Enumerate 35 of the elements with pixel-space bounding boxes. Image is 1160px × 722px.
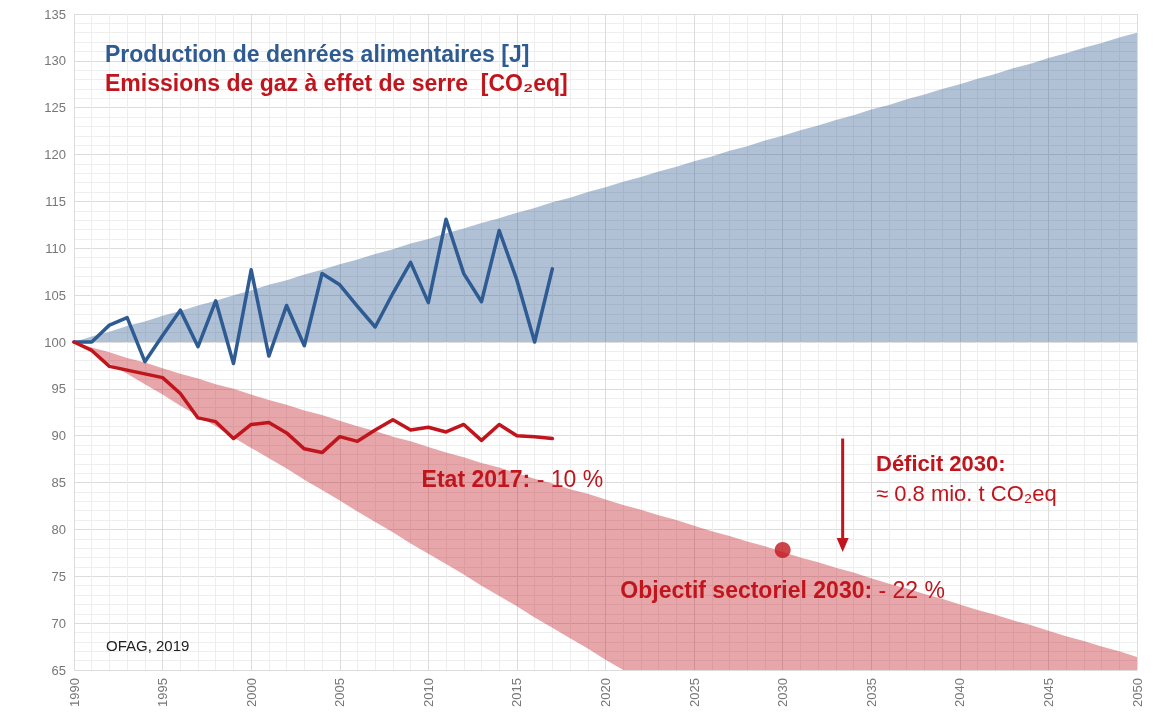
y-tick-label: 110: [45, 240, 66, 256]
x-tick-label: 1990: [66, 678, 82, 707]
annotation: Etat 2017: - 10 %: [421, 465, 604, 492]
annotation: OFAG, 2019: [106, 636, 190, 654]
x-tick-label: 2000: [243, 678, 259, 707]
y-tick-label: 65: [51, 662, 66, 678]
x-tick-label: 2045: [1040, 678, 1056, 707]
y-tick-label: 135: [44, 6, 66, 22]
x-tick-label: 2005: [332, 678, 348, 707]
text: Production de denrées alimentaires [J]: [105, 40, 530, 67]
y-tick-label: 115: [45, 193, 66, 209]
y-tick-label: 120: [44, 147, 66, 163]
y-tick-label: 95: [51, 381, 66, 397]
y-tick-label: 105: [44, 287, 66, 303]
annotation: Déficit 2030: ≈ 0.8 mio. t CO₂eq: [876, 450, 1057, 506]
y-tick-label: 130: [44, 53, 66, 69]
y-tick-label: 100: [44, 334, 66, 350]
y-tick-label: 75: [51, 568, 66, 584]
x-tick-label: 2040: [952, 678, 968, 707]
x-tick-label: 2020: [598, 678, 613, 707]
x-tick-label: 2035: [863, 678, 879, 707]
y-tick-label: 80: [51, 521, 66, 537]
x-tick-label: 2010: [420, 678, 436, 707]
x-tick-label: 2030: [775, 678, 791, 707]
x-tick-label: 2015: [509, 678, 525, 707]
line-series: [72, 340, 555, 455]
x-tick-label: 2050: [1129, 678, 1145, 707]
y-tick-label: 125: [44, 100, 66, 116]
y-tick-label: 70: [51, 615, 66, 631]
line-series: [72, 217, 555, 366]
y-tick-label: 85: [51, 475, 66, 491]
y-tick-label: 90: [51, 428, 66, 444]
x-tick-label: 2025: [686, 678, 702, 707]
x-tick-label: 1995: [155, 678, 171, 707]
text: Emissions de gaz à effet de serre [CO₂eq]: [105, 69, 568, 96]
